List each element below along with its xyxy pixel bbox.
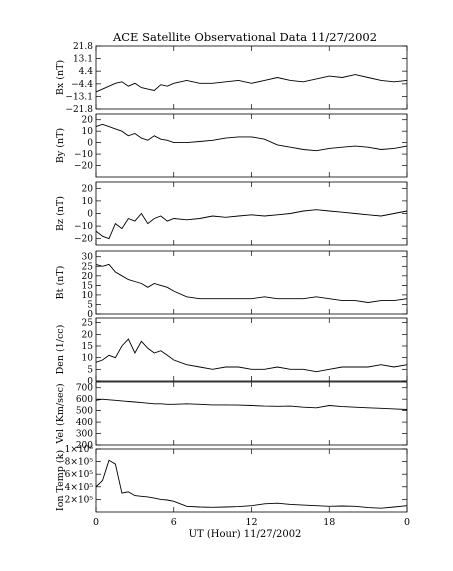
y-tick-label: 13.1 xyxy=(73,55,93,65)
y-tick-label: 5 xyxy=(87,300,93,310)
y-axis-label: Bz (nT) xyxy=(55,196,66,231)
x-tick-label: 6 xyxy=(171,517,177,528)
y-tick-label: −21.8 xyxy=(65,105,93,115)
panel-frame xyxy=(95,181,408,246)
y-tick-label: 20 xyxy=(82,330,94,340)
y-tick-label: 1×10⁶ xyxy=(65,445,94,455)
y-tick-label: 6×10⁵ xyxy=(65,470,94,480)
y-axis-label: By (nT) xyxy=(55,128,66,163)
y-tick-label: 0 xyxy=(87,210,93,220)
series-line xyxy=(95,398,408,410)
chart-title: ACE Satellite Observational Data 11/27/2… xyxy=(112,30,377,44)
y-tick-label: 600 xyxy=(76,395,93,405)
y-tick-label: 10 xyxy=(82,197,94,207)
y-tick-label: 0 xyxy=(87,139,93,149)
x-tick-label: 18 xyxy=(323,517,335,528)
y-tick-label: 0 xyxy=(87,377,93,387)
y-tick-label: −20 xyxy=(74,235,93,245)
y-tick-label: 8×10⁵ xyxy=(65,458,94,468)
y-tick-label: 500 xyxy=(76,407,93,417)
x-tick-label: 0 xyxy=(404,517,410,528)
y-tick-label: −10 xyxy=(74,150,93,160)
y-tick-label: 25 xyxy=(82,319,94,329)
y-tick-label: −4.4 xyxy=(71,80,93,90)
y-tick-label: 0 xyxy=(87,310,93,320)
x-tick-label: 12 xyxy=(245,517,257,528)
x-axis-label: UT (Hour) 11/27/2002 xyxy=(189,529,302,540)
series-line xyxy=(95,123,408,152)
panel-0: −21.8 −13.1 −4.4 4.4 13.1 21.8 Bx (nT) xyxy=(55,42,408,115)
panel-2: −20 −10 0 10 20 Bz (nT) xyxy=(55,181,408,246)
panel-frame xyxy=(95,250,408,315)
y-tick-label: 30 xyxy=(82,253,94,263)
y-tick-label: 5 xyxy=(87,365,93,375)
series-line xyxy=(95,209,408,240)
panel-frame xyxy=(95,317,408,382)
y-tick-label: 15 xyxy=(82,342,94,352)
y-tick-label: 10 xyxy=(82,354,94,364)
panel-frame xyxy=(95,45,408,110)
y-tick-label: 20 xyxy=(82,116,94,126)
series-line xyxy=(95,459,408,509)
panel-frame xyxy=(95,113,408,178)
series-line xyxy=(95,263,408,303)
y-tick-label: 400 xyxy=(76,418,93,428)
series-line xyxy=(95,338,408,373)
y-axis-label: Ion Temp (k) xyxy=(55,450,66,511)
series-line xyxy=(95,74,408,93)
x-tick-label: 0 xyxy=(93,517,99,528)
chart-panels: −21.8−13.1−4.44.413.121.8Bx (nT)−20−1001… xyxy=(55,42,408,513)
x-axis-labels: 0 6 12 18 0 xyxy=(93,517,410,528)
y-tick-label: 300 xyxy=(76,430,93,440)
y-tick-label: 2×10⁵ xyxy=(65,495,94,505)
y-tick-label: 10 xyxy=(82,291,94,301)
y-tick-label: 25 xyxy=(82,262,94,272)
y-tick-label: 20 xyxy=(82,272,94,282)
y-axis-label: Bx (nT) xyxy=(55,60,66,95)
y-axis-label: Bt (nT) xyxy=(55,266,66,300)
y-tick-label: 20 xyxy=(82,184,94,194)
y-tick-label: 4.4 xyxy=(79,67,94,77)
y-axis-label: Den (1/cc) xyxy=(55,325,66,375)
y-tick-label: 15 xyxy=(82,281,94,291)
y-tick-label: 700 xyxy=(76,384,93,394)
y-tick-label: −10 xyxy=(74,222,93,232)
y-tick-label: −13.1 xyxy=(65,92,93,102)
y-tick-label: 200 xyxy=(76,441,93,451)
panel-frame xyxy=(95,448,408,513)
y-tick-label: −20 xyxy=(74,162,93,172)
panel-frame xyxy=(95,381,408,446)
y-axis-label: Vel (Km/sec) xyxy=(55,383,66,444)
y-tick-label: 21.8 xyxy=(73,42,93,52)
y-tick-label: 4×10⁵ xyxy=(65,483,94,493)
y-tick-label: 10 xyxy=(82,127,94,137)
